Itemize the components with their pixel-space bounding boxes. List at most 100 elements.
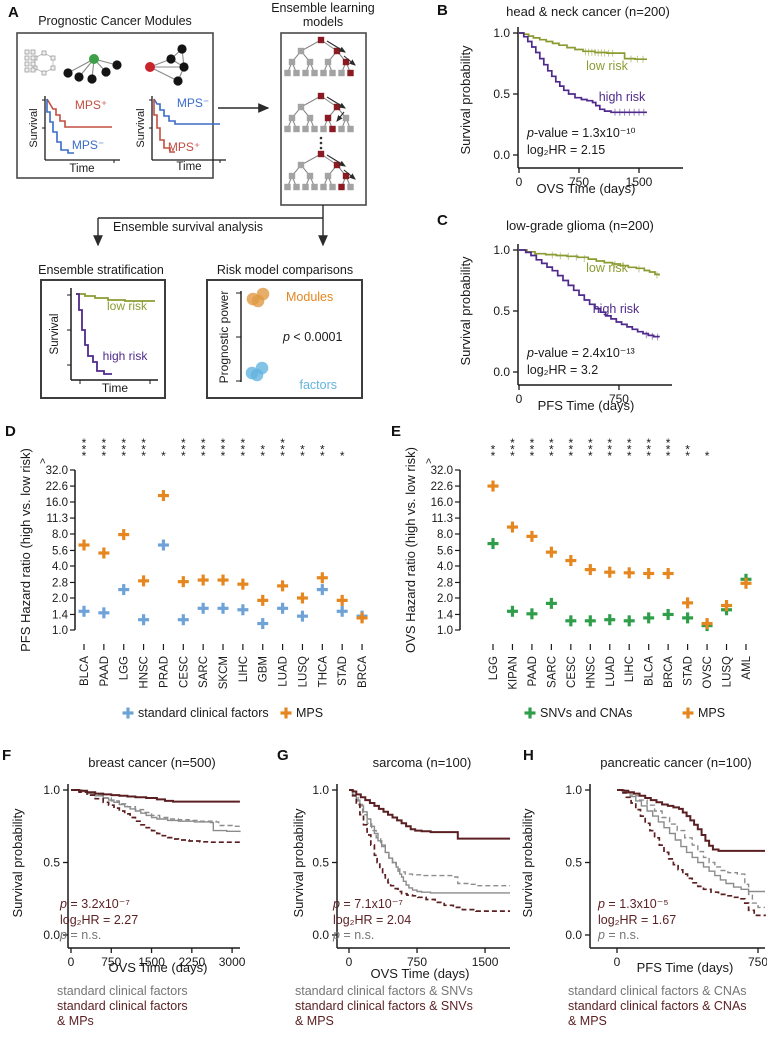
significance-star: * bbox=[121, 449, 126, 463]
significance-star: * bbox=[102, 436, 107, 450]
mps-plus-label-2: MPS⁺ bbox=[168, 140, 200, 154]
y-tick-label: 0.0 bbox=[565, 928, 582, 942]
high-risk-label: high risk bbox=[103, 349, 149, 363]
modules-dots bbox=[246, 287, 270, 308]
y-tick-label: 2.8 bbox=[52, 577, 68, 589]
significance-star: * bbox=[300, 443, 305, 457]
significance-star: * bbox=[340, 449, 345, 463]
x-tick-label: 0 bbox=[516, 392, 523, 406]
category-label: LUSQ bbox=[722, 656, 734, 687]
legend-line: standard clinical factors & SNVs bbox=[295, 984, 473, 998]
category-label: GBM bbox=[258, 656, 270, 682]
significance-star: * bbox=[102, 443, 107, 457]
significance-star: * bbox=[588, 436, 593, 450]
legend-label: MPS bbox=[296, 706, 323, 720]
category-label: BLCA bbox=[644, 656, 656, 686]
decision-tree-2 bbox=[284, 92, 354, 133]
category-label: LIHC bbox=[624, 656, 636, 682]
significance-star: * bbox=[82, 443, 87, 457]
mini2-xlabel: Time bbox=[176, 161, 201, 173]
category-label: BRCA bbox=[357, 656, 369, 688]
annotation: p = n.s. bbox=[597, 928, 639, 942]
category-label: OVSC bbox=[702, 656, 714, 689]
significance-star: * bbox=[646, 443, 651, 457]
y-tick-label: 2.0 bbox=[437, 593, 453, 605]
significance-star: * bbox=[221, 436, 226, 450]
legend-line: standard clinical factors & SNVs bbox=[295, 999, 473, 1013]
legend-line: standard clinical factors bbox=[57, 999, 188, 1013]
x-tick-label: 750 bbox=[101, 955, 121, 969]
significance-star: * bbox=[588, 443, 593, 457]
annotation: p = 7.1x10⁻⁷ bbox=[332, 897, 403, 911]
category-label: CESC bbox=[566, 656, 578, 688]
y-tick-label: 0.0 bbox=[312, 928, 329, 942]
significance-star: * bbox=[607, 443, 612, 457]
significance-star: * bbox=[181, 436, 186, 450]
annotation: log₂HR = 2.27 bbox=[60, 913, 138, 927]
significance-star: * bbox=[320, 443, 325, 457]
x-tick-label: 2250 bbox=[178, 955, 205, 969]
y-tick-label: 32.0 bbox=[431, 465, 453, 477]
category-label: HNSC bbox=[585, 656, 597, 689]
significance-star: * bbox=[280, 449, 285, 463]
flow-label: Ensemble survival analysis bbox=[113, 220, 263, 234]
pathway-glyph bbox=[24, 49, 56, 76]
legend-line: & MPs bbox=[57, 1014, 94, 1028]
category-label: HNSC bbox=[139, 656, 151, 689]
y-tick-label: 1.0 bbox=[312, 783, 329, 797]
category-label: LUAD bbox=[605, 656, 617, 687]
annotation: log₂HR = 2.15 bbox=[527, 143, 605, 157]
category-label: BLCA bbox=[79, 656, 91, 686]
panel-g-title: sarcoma (n=100) bbox=[373, 755, 472, 770]
ensemble-models-title-2: models bbox=[303, 15, 343, 29]
y-tick-label: 0.5 bbox=[43, 856, 60, 870]
hr-series-mps bbox=[78, 490, 368, 624]
mini2-ylabel: Survival bbox=[135, 108, 147, 147]
panel-g-xlabel: OVS Time (days) bbox=[371, 966, 470, 981]
significance-star: * bbox=[141, 436, 146, 450]
significance-star: * bbox=[241, 443, 246, 457]
ensemble-models-title-1: Ensemble learning bbox=[271, 1, 375, 15]
annotation: log₂HR = 3.2 bbox=[527, 363, 598, 377]
category-label: STAD bbox=[683, 656, 695, 686]
risk-comparisons-box bbox=[206, 279, 363, 399]
annotation: p = 3.2x10⁻⁷ bbox=[59, 897, 130, 911]
significance-star: * bbox=[280, 436, 285, 450]
panel-b-chart: head & neck cancer (n=200) Survival prob… bbox=[458, 4, 683, 196]
panel-c-chart: low-grade glioma (n=200) Survival probab… bbox=[458, 218, 672, 413]
significance-star: * bbox=[569, 449, 574, 463]
panel-a-diagram: Prognostic Cancer Modules Ensemble learn… bbox=[16, 1, 375, 399]
stratification-ylabel: Survival bbox=[49, 314, 61, 355]
category-label: PRAD bbox=[158, 656, 170, 688]
y-tick-label: 22.6 bbox=[46, 481, 68, 493]
category-label: SARC bbox=[198, 656, 210, 688]
panel-e-ylabel: OVS Hazard ratio (high vs. low risk) bbox=[403, 447, 418, 653]
annotation: p = n.s. bbox=[332, 928, 374, 942]
y-tick-label: 5.6 bbox=[52, 545, 68, 557]
significance-star: * bbox=[201, 449, 206, 463]
panel-c-title: low-grade glioma (n=200) bbox=[506, 218, 654, 233]
significance-star: * bbox=[121, 443, 126, 457]
km-series-low-risk: low risk bbox=[519, 249, 660, 279]
mps-minus-label-2: MPS⁻ bbox=[177, 96, 209, 110]
panel-f-xlabel: OVS Time (days) bbox=[109, 960, 208, 975]
y-tick-label: 1.0 bbox=[493, 26, 510, 40]
curve-label: low risk bbox=[586, 59, 628, 73]
category-label: LGG bbox=[119, 656, 131, 680]
panel-label-g: G bbox=[277, 747, 289, 764]
significance-star: * bbox=[569, 443, 574, 457]
stratification-xlabel: Time bbox=[102, 381, 129, 395]
significance-star: * bbox=[280, 443, 285, 457]
x-tick-label: 3000 bbox=[219, 955, 246, 969]
annotation: p = n.s. bbox=[59, 928, 101, 942]
category-label: SARC bbox=[546, 656, 558, 688]
km-series-standard-clinical-factors-mps-solid bbox=[71, 789, 240, 803]
significance-star: * bbox=[201, 436, 206, 450]
y-tick-label: 1.4 bbox=[52, 609, 69, 621]
significance-star: * bbox=[241, 436, 246, 450]
y-tick-label: 11.3 bbox=[431, 513, 453, 525]
significance-star: * bbox=[569, 436, 574, 450]
significance-star: * bbox=[260, 443, 265, 457]
x-tick-label: 1500 bbox=[138, 955, 165, 969]
category-label: LGG bbox=[488, 656, 500, 680]
